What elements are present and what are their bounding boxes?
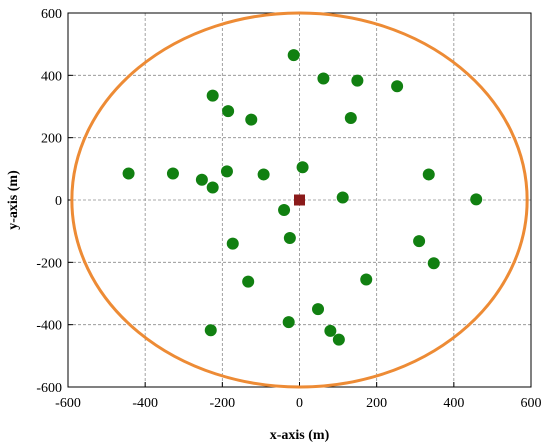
data-points — [122, 49, 483, 346]
data-point — [470, 193, 483, 206]
data-point — [245, 113, 258, 126]
y-tick-label: 600 — [41, 7, 62, 22]
data-point — [195, 173, 208, 186]
data-point — [220, 165, 233, 178]
x-tick-label: -400 — [132, 396, 158, 411]
x-axis-ticks: -600 -400 -200 0 200 400 600 — [55, 382, 542, 411]
data-point — [360, 273, 373, 286]
x-tick-label: 200 — [366, 396, 387, 411]
x-tick-label: -600 — [55, 396, 81, 411]
data-point — [351, 74, 364, 87]
boundary-ellipse — [70, 11, 529, 389]
data-point — [317, 72, 330, 85]
y-tick-label: -200 — [36, 256, 62, 271]
data-point — [283, 232, 296, 245]
x-tick-label: -200 — [209, 396, 235, 411]
y-tick-label: -600 — [36, 381, 62, 396]
data-point — [332, 333, 345, 346]
data-point — [206, 89, 219, 102]
data-point — [287, 49, 300, 62]
data-point — [242, 275, 255, 288]
data-point — [257, 168, 270, 181]
data-point — [344, 112, 357, 125]
data-point — [296, 161, 309, 174]
data-point — [413, 235, 426, 248]
y-axis-title: y-axis (m) — [6, 170, 21, 230]
x-tick-label: 0 — [296, 396, 303, 411]
center-point — [294, 194, 305, 206]
x-tick-label: 600 — [521, 396, 542, 411]
data-point — [312, 303, 325, 316]
y-tick-label: 0 — [55, 194, 62, 209]
data-point — [278, 203, 291, 216]
data-point — [226, 237, 239, 250]
data-point — [422, 168, 435, 181]
data-point — [324, 324, 337, 337]
data-point — [336, 191, 349, 204]
data-point — [427, 257, 440, 270]
data-point — [222, 105, 235, 118]
data-point — [391, 80, 404, 93]
y-tick-label: 200 — [41, 132, 62, 147]
y-tick-label: -400 — [36, 319, 62, 334]
x-axis-title: x-axis (m) — [270, 428, 330, 443]
grid-lines — [68, 13, 531, 387]
data-point — [204, 324, 217, 337]
data-point — [206, 181, 219, 194]
data-point — [122, 167, 135, 180]
y-tick-label: 400 — [41, 69, 62, 84]
data-point — [166, 167, 179, 180]
data-point — [282, 316, 295, 329]
y-axis-ticks: -600 -400 -200 0 200 400 600 — [36, 7, 73, 396]
x-tick-label: 400 — [443, 396, 464, 411]
boundary-shapes — [70, 11, 529, 389]
